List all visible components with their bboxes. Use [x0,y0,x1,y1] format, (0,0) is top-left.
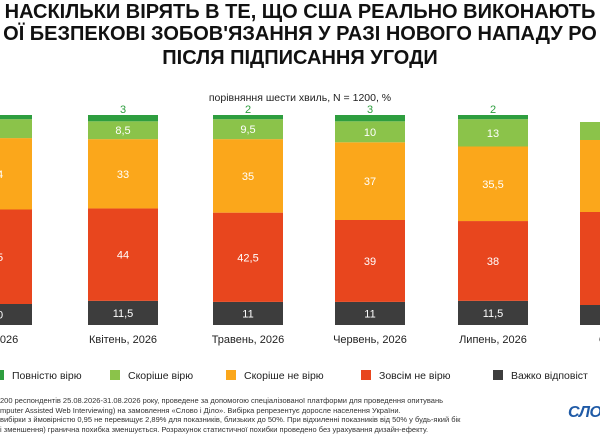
bar-segment [580,140,600,212]
legend-swatch [0,370,4,380]
bar-segment [0,209,32,304]
legend-swatch [226,370,236,380]
bar-segment [213,212,283,302]
data-label: 35,5 [482,179,503,191]
methodology-footnote: 200 респондентів 25.08.2026-31.08.2026 р… [0,396,560,434]
bar-segment [88,208,158,301]
data-label: 42,5 [237,252,258,264]
title-line-2: ОЇ БЕЗПЕКОВІ ЗОБОВ'ЯЗАННЯ У РАЗІ НОВОГО … [3,23,597,45]
data-label: 3 [120,104,126,116]
bar-segment [458,146,528,222]
data-label: 44 [117,250,129,262]
title-line-3: ПІСЛЯ ПІДПИСАННЯ УГОДИ [162,47,438,69]
bar-segment [458,119,528,147]
data-label: 10 [0,310,3,322]
bar-segment [458,300,528,325]
bar-segment [213,139,283,213]
data-label: 13 [487,128,499,140]
x-tick-label: Травень, 2026 [212,334,285,346]
data-label: 38 [487,256,499,268]
x-tick-label: Червень, 2026 [333,334,407,346]
data-label: 11 [242,308,253,320]
bar-segment [0,304,32,325]
bar-segment [213,301,283,325]
footnote-line: вибірки з ймовірністю 0,95 не перевищує … [0,415,461,424]
legend-swatch [110,370,120,380]
legend-label: Повністю вірю [12,370,82,382]
bar-segment [335,142,405,220]
footnote-line: і зменшення) гранична похибка зменшуєтьс… [0,424,429,434]
data-label: 2 [490,104,496,116]
bar-segment [580,122,600,140]
legend-swatch [493,370,503,380]
x-tick-label: Квітень, 2026 [89,334,157,346]
data-label: 34 [0,169,3,181]
data-label: 11,5 [483,308,504,320]
data-label: 11,5 [113,308,134,320]
data-label: 8,5 [115,125,130,137]
data-label: 11 [364,308,375,320]
data-label: 33 [117,169,129,181]
bar-segment [580,212,600,305]
bar-segment [335,220,405,302]
bar-segment [88,115,158,122]
bar-segment [0,138,32,210]
bar-segment [0,115,32,120]
title-line-1: НАСКІЛЬКИ ВІРЯТЬ В ТЕ, ЩО США РЕАЛЬНО ВИ… [4,1,596,23]
bar-segment [580,305,600,325]
legend-label: Важко відповіст [511,370,588,382]
footnote-line: mputer Assisted Web Interviewing) на зам… [0,405,401,415]
data-label: 35 [242,171,254,183]
footnote-line: 200 респондентів 25.08.2026-31.08.2026 р… [0,396,444,405]
bar-segment [458,221,528,301]
data-label: 37 [364,176,376,188]
bar-segment [458,115,528,120]
bar-segment [335,301,405,325]
data-label: 45 [0,252,3,264]
data-label: 10 [364,127,376,139]
data-label: 9,5 [240,124,255,136]
legend-label: Скоріше вірю [128,370,193,382]
data-label: 2 [245,104,251,116]
legend-label: Зовсім не вірю [379,370,451,382]
data-label: 3 [367,104,373,116]
bar-segment [335,115,405,122]
bar-segment [213,115,283,120]
bar-segment [88,139,158,209]
bar-segment [335,121,405,143]
bar-segment [0,119,32,139]
data-label: 39 [364,256,376,268]
x-tick-label: Липень, 2026 [459,334,527,346]
legend-label: Скоріше не вірю [244,370,324,382]
chart-subtitle: порівняння шести хвиль, N = 1200, % [208,92,392,104]
bar-segment [88,121,158,140]
legend-swatch [361,370,371,380]
bar-segment [213,119,283,140]
bar-segment [88,300,158,325]
x-tick-label: нь, 2026 [0,334,18,346]
brand-logo: СЛОВ [568,404,600,421]
x-tick-label: Серпе [599,334,600,346]
